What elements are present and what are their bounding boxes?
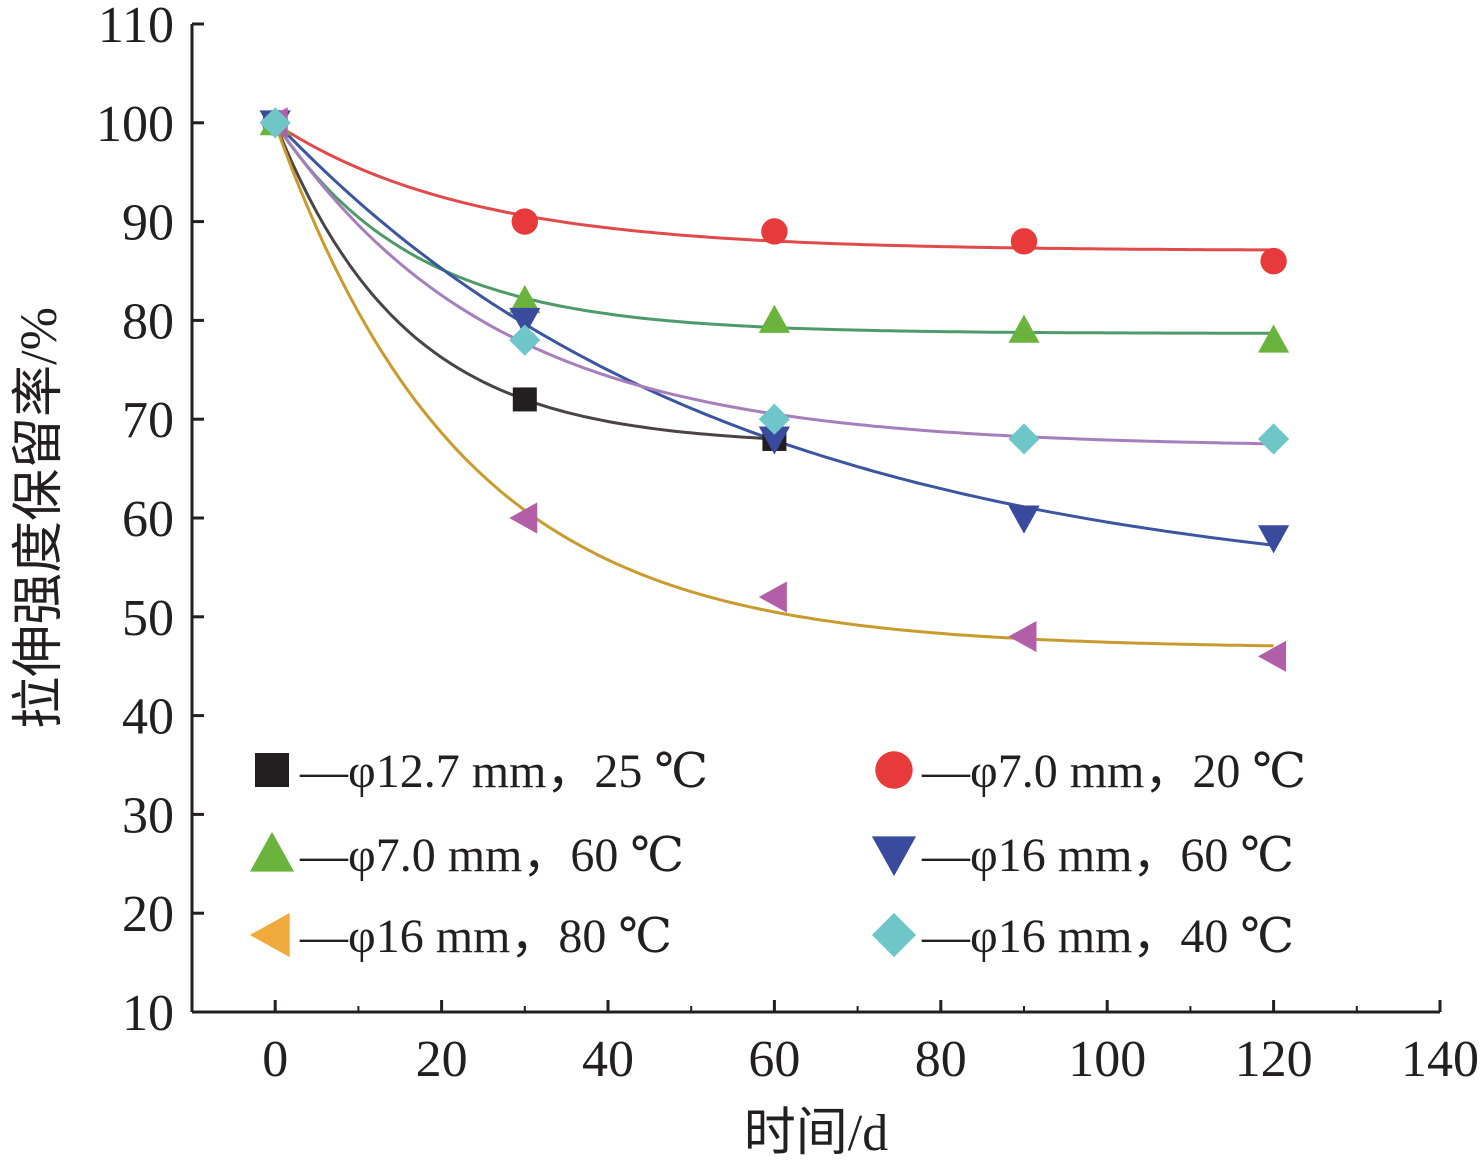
- x-tick-label: 40: [582, 1031, 634, 1088]
- data-point-series-4: [1258, 525, 1290, 554]
- x-tick-label: 100: [1068, 1031, 1146, 1088]
- x-tick-label: 120: [1235, 1031, 1313, 1088]
- fit-curves: [273, 120, 1274, 648]
- y-ticks: 10 20 30 40 50 60 70 80 90 100 110: [96, 0, 204, 1042]
- data-point-series-6: [1008, 423, 1040, 455]
- legend-label-series-6: —φ16 mm，40 ℃: [921, 910, 1294, 963]
- x-tick-label: 0: [262, 1031, 288, 1088]
- data-point-series-3: [509, 285, 541, 314]
- x-tick-label: 80: [915, 1031, 967, 1088]
- y-tick-label: 80: [122, 293, 174, 350]
- data-point-series-4: [758, 426, 790, 455]
- fit-curve-series-5: [273, 123, 1274, 648]
- data-point-series-6: [509, 324, 541, 356]
- x-axis-title: 时间/d: [744, 1105, 888, 1162]
- y-tick-label: 50: [122, 590, 174, 647]
- data-point-series-2: [1260, 247, 1287, 275]
- x-tick-label: 60: [748, 1031, 800, 1088]
- legend-marker-series-3: [249, 831, 295, 872]
- data-point-series-6: [259, 107, 291, 139]
- x-tick-label: 140: [1401, 1031, 1479, 1088]
- data-point-series-3: [1008, 314, 1040, 343]
- data-point-series-3: [1258, 324, 1290, 353]
- x-tick-label: 20: [416, 1031, 468, 1088]
- y-tick-label: 20: [122, 886, 174, 943]
- data-point-series-5: [1258, 640, 1287, 672]
- legend-marker-series-1: [255, 753, 289, 787]
- data-point-series-4: [509, 307, 541, 336]
- legend: —φ12.7 mm，25 ℃ —φ7.0 mm，20 ℃ —φ7.0 mm，60 ℃…: [249, 745, 1306, 963]
- legend-marker-series-2: [875, 751, 913, 789]
- y-tick-label: 110: [98, 0, 174, 54]
- data-markers: [259, 107, 1290, 672]
- x-ticks: 0 20 40 60 80 100 120 140: [191, 1000, 1479, 1088]
- data-point-series-5: [509, 502, 538, 534]
- legend-marker-series-6: [871, 912, 917, 958]
- legend-label-series-5: —φ16 mm，80 ℃: [299, 910, 672, 963]
- data-point-series-5: [758, 581, 787, 613]
- y-tick-label: 90: [122, 195, 174, 252]
- data-point-series-2: [761, 218, 788, 245]
- y-tick-label: 30: [122, 787, 174, 844]
- y-tick-label: 100: [96, 96, 174, 153]
- data-point-series-6: [758, 403, 790, 435]
- data-point-series-3: [758, 304, 790, 333]
- data-point-series-2: [511, 208, 538, 235]
- legend-label-series-4: —φ16 mm，60 ℃: [921, 829, 1294, 882]
- data-point-series-4: [1008, 505, 1040, 534]
- legend-label-series-2: —φ7.0 mm，20 ℃: [921, 745, 1306, 798]
- y-tick-label: 60: [122, 491, 174, 548]
- y-tick-label: 70: [122, 392, 174, 449]
- legend-label-series-3: —φ7.0 mm，60 ℃: [299, 829, 684, 882]
- y-tick-label: 40: [122, 689, 174, 746]
- y-axis-title: 拉伸强度保留率/%: [11, 307, 68, 729]
- data-point-series-1: [512, 387, 537, 412]
- legend-label-series-1: —φ12.7 mm，25 ℃: [299, 745, 708, 798]
- data-point-series-2: [1010, 228, 1038, 255]
- data-point-series-6: [1258, 423, 1290, 455]
- data-point-series-5: [1008, 620, 1037, 653]
- legend-marker-series-5: [249, 912, 290, 958]
- y-tick-label: 10: [122, 985, 174, 1042]
- legend-marker-series-4: [871, 836, 917, 877]
- fit-curve-series-6: [273, 121, 1274, 446]
